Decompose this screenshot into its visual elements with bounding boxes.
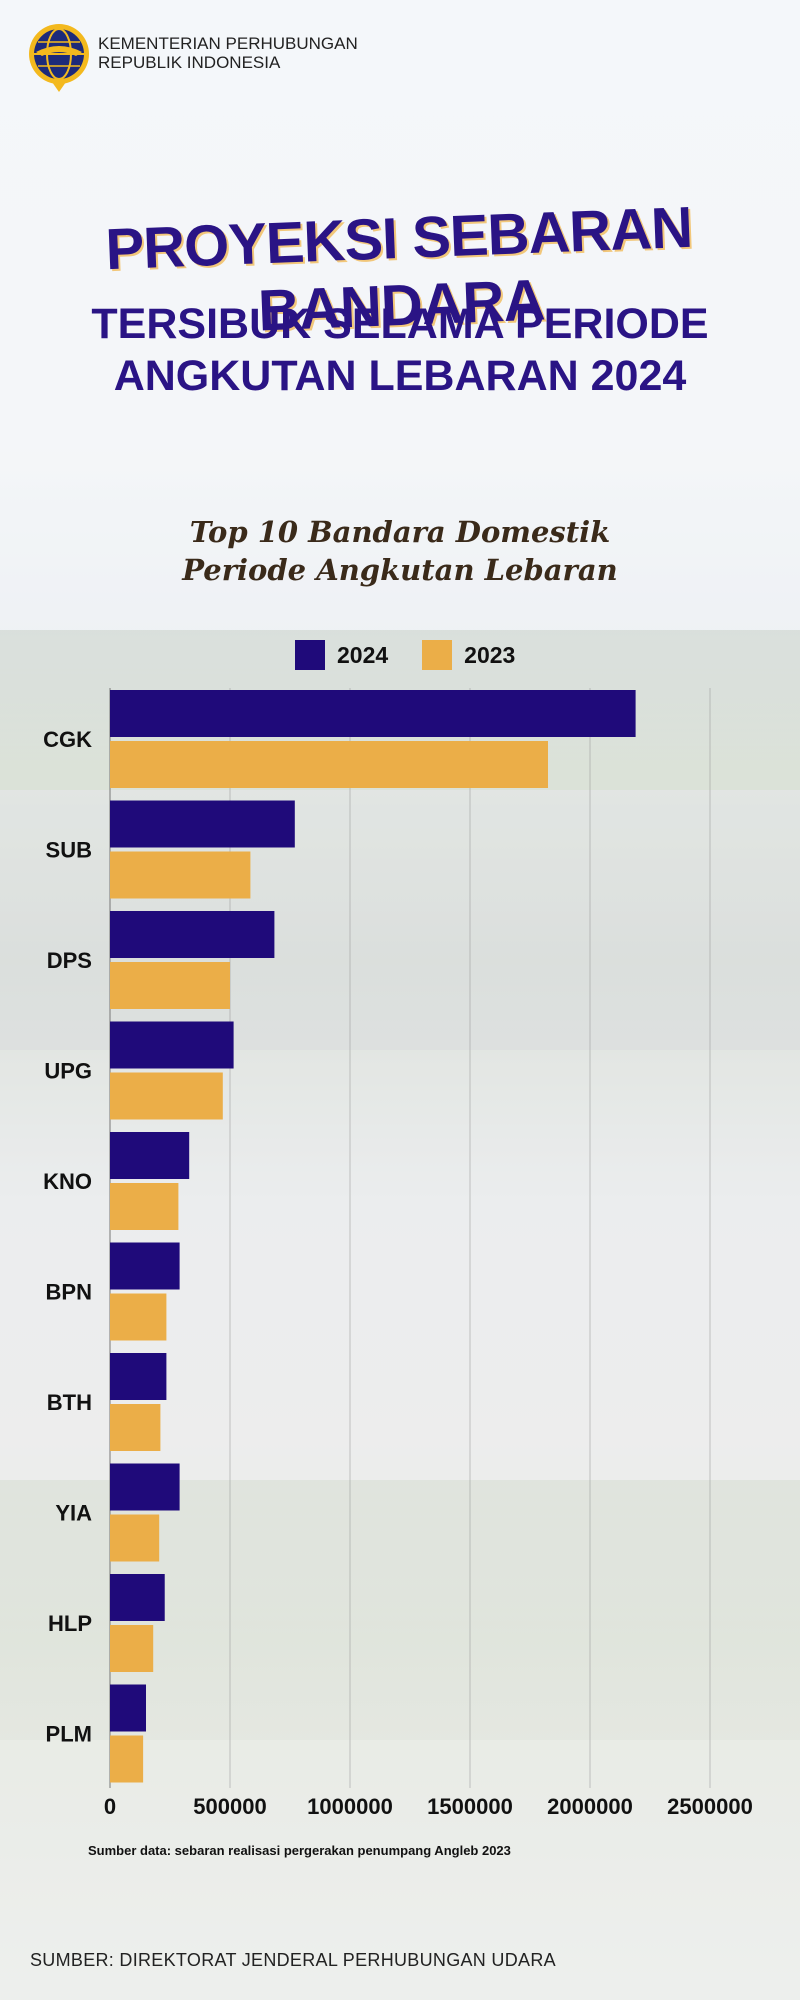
organization-name: KEMENTERIAN PERHUBUNGAN REPUBLIK INDONES…: [98, 34, 358, 72]
bar-upg-2023: [110, 1072, 223, 1120]
bar-upg-2024: [110, 1021, 234, 1069]
bar-bth-2024: [110, 1353, 167, 1400]
x-tick-label-3: 1500000: [427, 1794, 513, 1819]
category-label-dps: DPS: [47, 948, 92, 973]
ministry-emblem-icon: [29, 24, 89, 92]
bar-bpn-2023: [110, 1293, 167, 1341]
x-tick-label-1: 500000: [193, 1794, 266, 1819]
bar-yia-2023: [110, 1514, 160, 1562]
x-tick-label-5: 2500000: [667, 1794, 753, 1819]
legend-item-2024: 2024: [295, 640, 388, 670]
category-label-bpn: BPN: [46, 1280, 92, 1305]
bar-dps-2024: [110, 911, 275, 958]
category-label-kno: KNO: [43, 1169, 92, 1194]
org-name-line1: KEMENTERIAN PERHUBUNGAN: [98, 34, 358, 53]
main-title-line3: ANGKUTAN LEBARAN 2024: [113, 352, 687, 400]
legend-swatch-2024: [295, 640, 325, 670]
main-title-line2: TERSIBUK SELAMA PERIODE: [91, 300, 709, 348]
bar-chart: CGK SUB DPS UPG KNO BPN BTH YIA HLP PLM 0 500000 100…: [43, 688, 753, 1819]
bar-kno-2023: [110, 1183, 179, 1230]
bar-sub-2024: [110, 800, 295, 848]
bar-yia-2024: [110, 1463, 180, 1511]
chart-title-line1: Top 10 Bandara Domestik: [189, 515, 611, 549]
legend-swatch-2023: [422, 640, 453, 670]
category-label-bth: BTH: [47, 1390, 92, 1415]
bar-plm-2023: [110, 1735, 144, 1783]
org-name-line2: REPUBLIK INDONESIA: [98, 53, 281, 72]
legend-label-2023: 2023: [464, 641, 516, 668]
x-tick-label-4: 2000000: [547, 1794, 633, 1819]
legend-item-2023: 2023: [422, 640, 515, 670]
category-label-cgk: CGK: [43, 727, 92, 752]
chart-title-line2: Periode Angkutan Lebaran: [182, 553, 618, 587]
bar-bth-2023: [110, 1404, 161, 1451]
bar-plm-2024: [110, 1684, 146, 1732]
category-label-plm: PLM: [46, 1722, 92, 1747]
category-label-hlp: HLP: [48, 1611, 92, 1636]
category-label-sub: SUB: [46, 838, 92, 863]
bar-hlp-2024: [110, 1574, 165, 1621]
category-label-yia: YIA: [55, 1501, 92, 1526]
chart-legend: 2024 2023: [295, 638, 549, 672]
category-label-upg: UPG: [44, 1059, 92, 1084]
bar-dps-2023: [110, 962, 230, 1009]
bar-kno-2024: [110, 1132, 190, 1179]
x-tick-label-0: 0: [104, 1794, 116, 1819]
bar-cgk-2024: [110, 690, 636, 737]
bar-bpn-2024: [110, 1242, 180, 1290]
bar-hlp-2023: [110, 1625, 154, 1672]
bar-cgk-2023: [110, 741, 548, 788]
data-source-note: Sumber data: sebaran realisasi pergeraka…: [88, 1843, 511, 1858]
footer-source: SUMBER: DIREKTORAT JENDERAL PERHUBUNGAN …: [30, 1950, 556, 1970]
legend-label-2024: 2024: [337, 641, 389, 668]
x-tick-label-2: 1000000: [307, 1794, 393, 1819]
bar-sub-2023: [110, 851, 251, 899]
